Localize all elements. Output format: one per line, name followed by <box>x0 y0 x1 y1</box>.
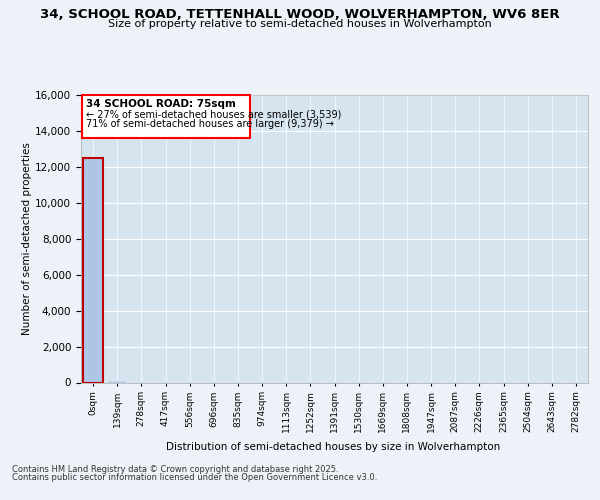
Bar <box>107 380 127 382</box>
Text: 34, SCHOOL ROAD, TETTENHALL WOOD, WOLVERHAMPTON, WV6 8ER: 34, SCHOOL ROAD, TETTENHALL WOOD, WOLVER… <box>40 8 560 20</box>
Text: 71% of semi-detached houses are larger (9,379) →: 71% of semi-detached houses are larger (… <box>86 120 334 130</box>
Text: Distribution of semi-detached houses by size in Wolverhampton: Distribution of semi-detached houses by … <box>166 442 500 452</box>
Text: Contains HM Land Registry data © Crown copyright and database right 2025.: Contains HM Land Registry data © Crown c… <box>12 465 338 474</box>
Text: 34 SCHOOL ROAD: 75sqm: 34 SCHOOL ROAD: 75sqm <box>86 98 236 108</box>
Bar <box>83 158 103 382</box>
Text: ← 27% of semi-detached houses are smaller (3,539): ← 27% of semi-detached houses are smalle… <box>86 110 341 120</box>
Y-axis label: Number of semi-detached properties: Number of semi-detached properties <box>22 142 32 335</box>
Text: Size of property relative to semi-detached houses in Wolverhampton: Size of property relative to semi-detach… <box>108 19 492 29</box>
Bar <box>82 95 250 138</box>
Text: Contains public sector information licensed under the Open Government Licence v3: Contains public sector information licen… <box>12 474 377 482</box>
